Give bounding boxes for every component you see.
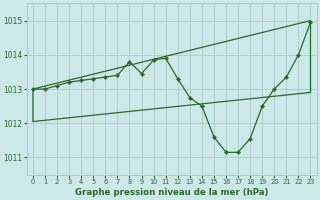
X-axis label: Graphe pression niveau de la mer (hPa): Graphe pression niveau de la mer (hPa) — [75, 188, 268, 197]
